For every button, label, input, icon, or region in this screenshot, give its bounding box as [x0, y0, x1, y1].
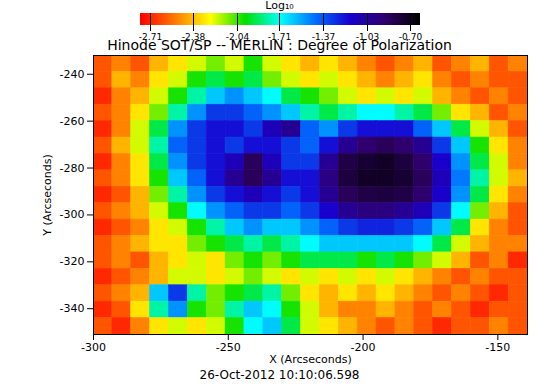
svg-text:-250: -250 — [216, 341, 241, 354]
svg-text:-280: -280 — [60, 162, 85, 175]
svg-text:-200: -200 — [351, 341, 376, 354]
html-text:Log₁₀: Log₁₀ — [265, 0, 294, 12]
svg-text:X (Arcseconds): X (Arcseconds) — [269, 353, 351, 366]
html-text:Hinode SOT/SP -- MERLIN : Degr: Hinode SOT/SP -- MERLIN : Degree of Pola… — [107, 37, 452, 53]
svg-text:-300: -300 — [60, 208, 85, 221]
svg-text:-260: -260 — [60, 115, 85, 128]
svg-text:-150: -150 — [485, 341, 510, 354]
svg-text:-320: -320 — [60, 255, 85, 268]
svg-text:-240: -240 — [60, 68, 85, 81]
html-text:26-Oct-2012 10:10:06.598: 26-Oct-2012 10:10:06.598 — [199, 368, 360, 382]
svg-text:-340: -340 — [60, 302, 85, 315]
svg-text:-300: -300 — [81, 341, 106, 354]
svg-text:Y (Arcseconds): Y (Arcseconds) — [41, 154, 54, 237]
